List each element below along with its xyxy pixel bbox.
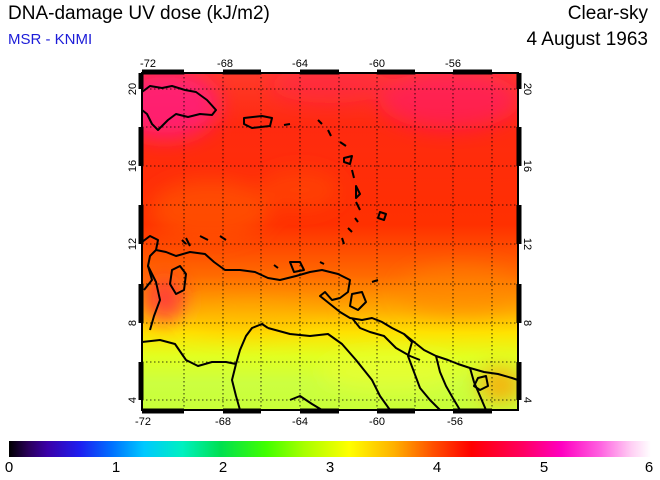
colorbar-label-5: 5 <box>539 459 549 476</box>
colorbar-label-4: 4 <box>432 459 442 476</box>
lat-tick-right-20: 20 <box>521 83 533 95</box>
lat-tick-left-12: 12 <box>127 238 139 250</box>
lat-tick-left-8: 8 <box>127 320 139 326</box>
lon-tick-bottom-64: -64 <box>292 416 308 428</box>
colorbar-label-3: 3 <box>325 459 335 476</box>
uv-dose-field <box>142 73 518 410</box>
lat-tick-right-4: 4 <box>521 397 533 403</box>
colorbar <box>9 441 651 457</box>
lon-tick-top-64: -64 <box>292 58 308 70</box>
colorbar-label-6: 6 <box>644 459 654 476</box>
lat-tick-left-16: 16 <box>127 160 139 172</box>
colorbar-label-0: 0 <box>4 459 14 476</box>
lat-tick-left-20: 20 <box>127 83 139 95</box>
colorbar-label-2: 2 <box>218 459 228 476</box>
lon-tick-bottom-56: -56 <box>447 416 463 428</box>
credit-label: MSR - KNMI <box>8 31 93 48</box>
lat-tick-right-12: 12 <box>521 238 533 250</box>
coastlines <box>142 85 518 410</box>
lon-tick-top-72: -72 <box>140 58 156 70</box>
lon-tick-bottom-60: -60 <box>369 416 385 428</box>
lat-tick-right-16: 16 <box>521 160 533 172</box>
lat-tick-left-4: 4 <box>127 397 139 403</box>
map-title: DNA-damage UV dose (kJ/m2) <box>8 3 270 24</box>
lon-tick-top-56: -56 <box>445 58 461 70</box>
lat-tick-right-8: 8 <box>521 320 533 326</box>
lon-tick-bottom-72: -72 <box>135 416 151 428</box>
map-frame-ticks <box>138 69 522 414</box>
sky-condition-label: Clear-sky <box>567 3 648 24</box>
date-label: 4 August 1963 <box>526 29 649 50</box>
graticule <box>142 73 518 410</box>
lon-tick-top-68: -68 <box>217 58 233 70</box>
lon-tick-bottom-68: -68 <box>215 416 231 428</box>
colorbar-label-1: 1 <box>111 459 121 476</box>
lon-tick-top-60: -60 <box>369 58 385 70</box>
